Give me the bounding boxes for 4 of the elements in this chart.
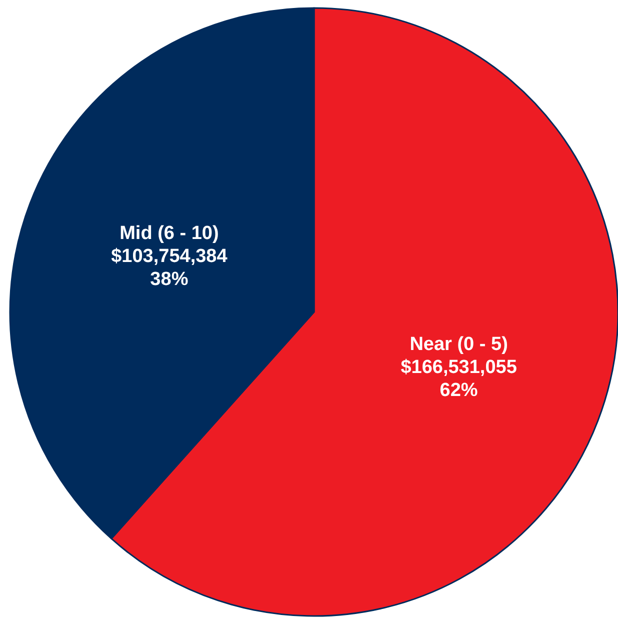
slice-label: Near (0 - 5) [410, 334, 508, 355]
slice-label: Mid (6 - 10) [120, 223, 219, 244]
data-label: $166,531,055 62% [400, 356, 518, 401]
data-label: $103,754,384 38% [111, 246, 228, 290]
